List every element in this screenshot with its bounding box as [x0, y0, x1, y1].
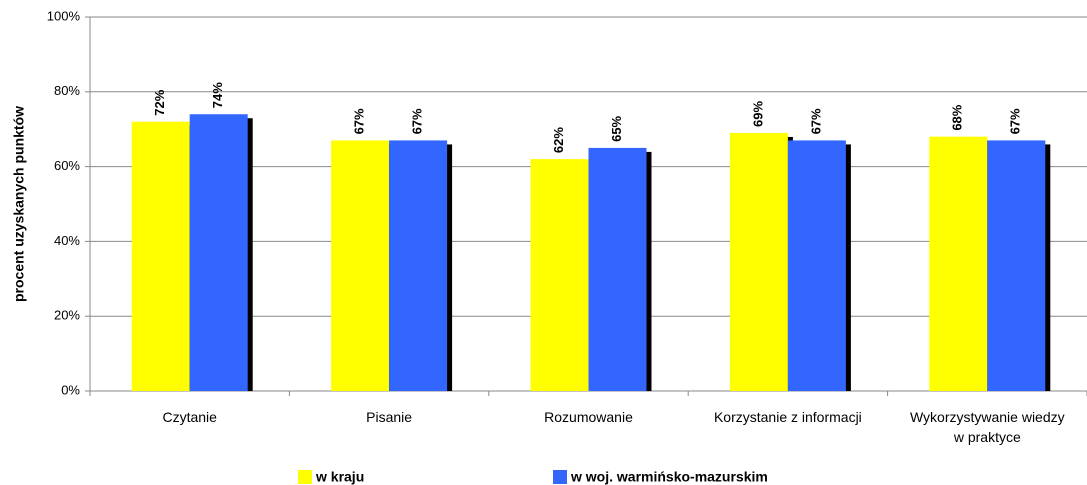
x-tick-label: Czytanie [162, 409, 217, 425]
data-label: 74% [210, 82, 225, 108]
bar [787, 140, 846, 391]
y-tick-label: 20% [54, 308, 80, 323]
data-label: 67% [352, 108, 367, 134]
data-label: 62% [551, 127, 566, 153]
bar [189, 114, 248, 392]
y-tick-label: 40% [54, 233, 80, 248]
legend-swatch [298, 470, 312, 484]
bar [389, 140, 448, 391]
y-axis-title: procent uzyskanych punktów [11, 106, 27, 302]
data-label: 72% [152, 89, 167, 115]
y-tick-label: 100% [47, 8, 81, 23]
bar [929, 136, 988, 391]
bar [729, 132, 788, 391]
x-tick-label: Wykorzystywanie wiedzy w praktyce [909, 409, 1065, 445]
bar [131, 121, 190, 391]
data-label: 65% [609, 115, 624, 141]
x-tick-label: Pisanie [366, 409, 413, 425]
data-label: 68% [950, 104, 965, 130]
data-label: 67% [410, 108, 425, 134]
legend-label: w woj. warmińsko-mazurskim [570, 469, 768, 485]
data-label: 69% [750, 100, 765, 126]
bar [588, 147, 647, 391]
y-tick-label: 80% [54, 83, 80, 98]
y-tick-label: 0% [61, 382, 80, 397]
y-tick-label: 60% [54, 158, 80, 173]
data-label: 67% [808, 108, 823, 134]
bar [987, 140, 1046, 391]
legend-swatch [553, 470, 567, 484]
x-tick-label: Rozumowanie [544, 409, 633, 425]
data-label: 67% [1008, 108, 1023, 134]
bar [331, 140, 390, 391]
x-tick-label: Korzystanie z informacji [713, 409, 862, 425]
bar [530, 159, 589, 391]
legend-label: w kraju [315, 469, 364, 485]
